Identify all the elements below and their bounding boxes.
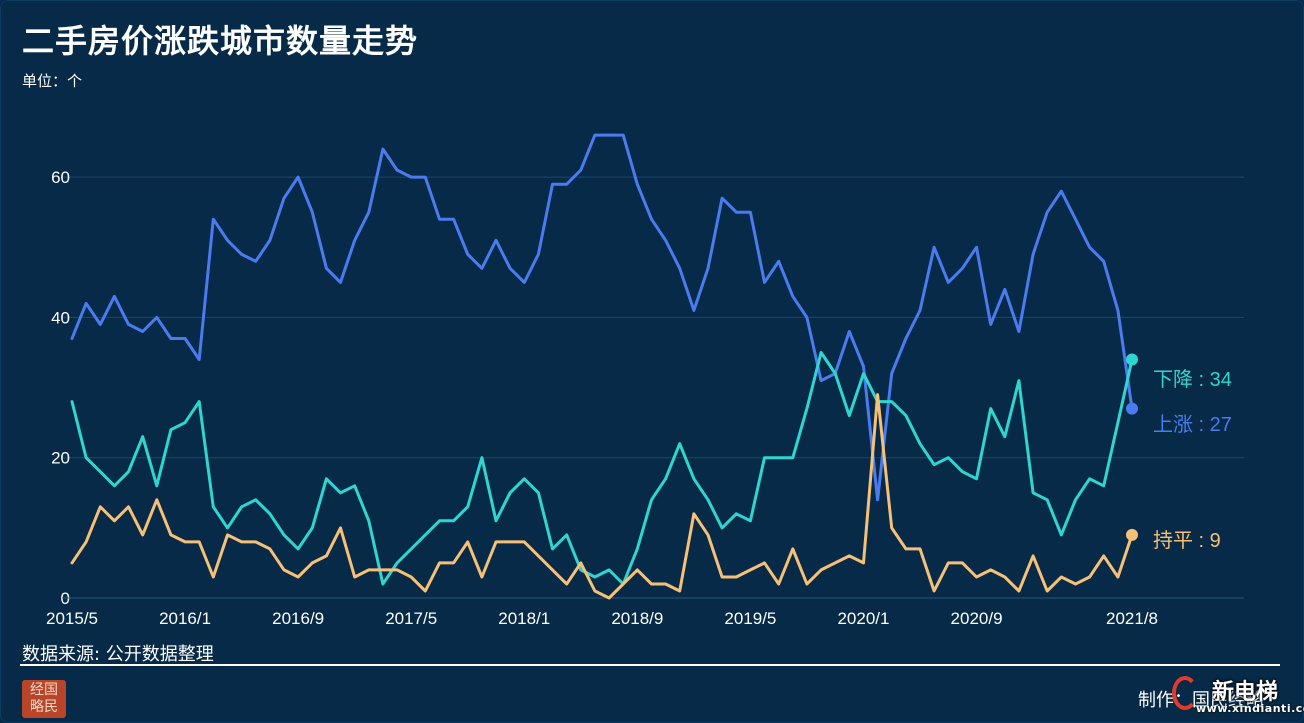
series-end-label: 上涨 : 27: [1153, 413, 1232, 436]
data-source: 数据来源: 公开数据整理: [22, 644, 214, 665]
series-line-持平: [70, 393, 1134, 600]
x-tick-label: 2015/5: [46, 609, 98, 628]
footer-divider: [20, 664, 1280, 666]
x-tick-label: 2019/5: [724, 609, 776, 628]
x-tick-label: 2018/9: [611, 609, 663, 628]
watermark-name: 新电梯: [1212, 680, 1279, 705]
brand-logo-seal: 经国 略民: [22, 680, 66, 718]
series-line-下降: [70, 351, 1134, 586]
watermark-logo-icon: [1172, 676, 1198, 710]
y-tick-label: 20: [51, 449, 70, 468]
series-end-marker: [1126, 402, 1138, 415]
x-tick-label: 2020/9: [951, 609, 1003, 628]
x-tick-label: 2018/1: [498, 609, 550, 628]
watermark: 新电梯 www.xindianti.com: [1172, 672, 1304, 718]
x-tick-label: 2021/8: [1106, 609, 1158, 628]
x-tick-label: 2020/1: [837, 609, 889, 628]
y-tick-label: 40: [51, 308, 70, 327]
y-tick-label: 60: [51, 168, 70, 187]
x-tick-label: 2016/1: [159, 609, 211, 628]
unit-label: 单位：个: [22, 72, 83, 90]
watermark-url: www.xindianti.com: [1196, 702, 1304, 715]
chart-title: 二手房价涨跌城市数量走势: [22, 22, 419, 60]
series-end-marker: [1126, 353, 1138, 366]
credit-text: 制作：国民经略: [1138, 690, 1264, 711]
series-end-label: 持平 : 9: [1153, 529, 1221, 552]
series-line-上涨: [70, 133, 1134, 502]
x-tick-label: 2016/9: [272, 609, 324, 628]
series-end-marker: [1126, 528, 1138, 541]
series-end-label: 下降 : 34: [1153, 368, 1232, 391]
x-tick-label: 2017/5: [385, 609, 437, 628]
